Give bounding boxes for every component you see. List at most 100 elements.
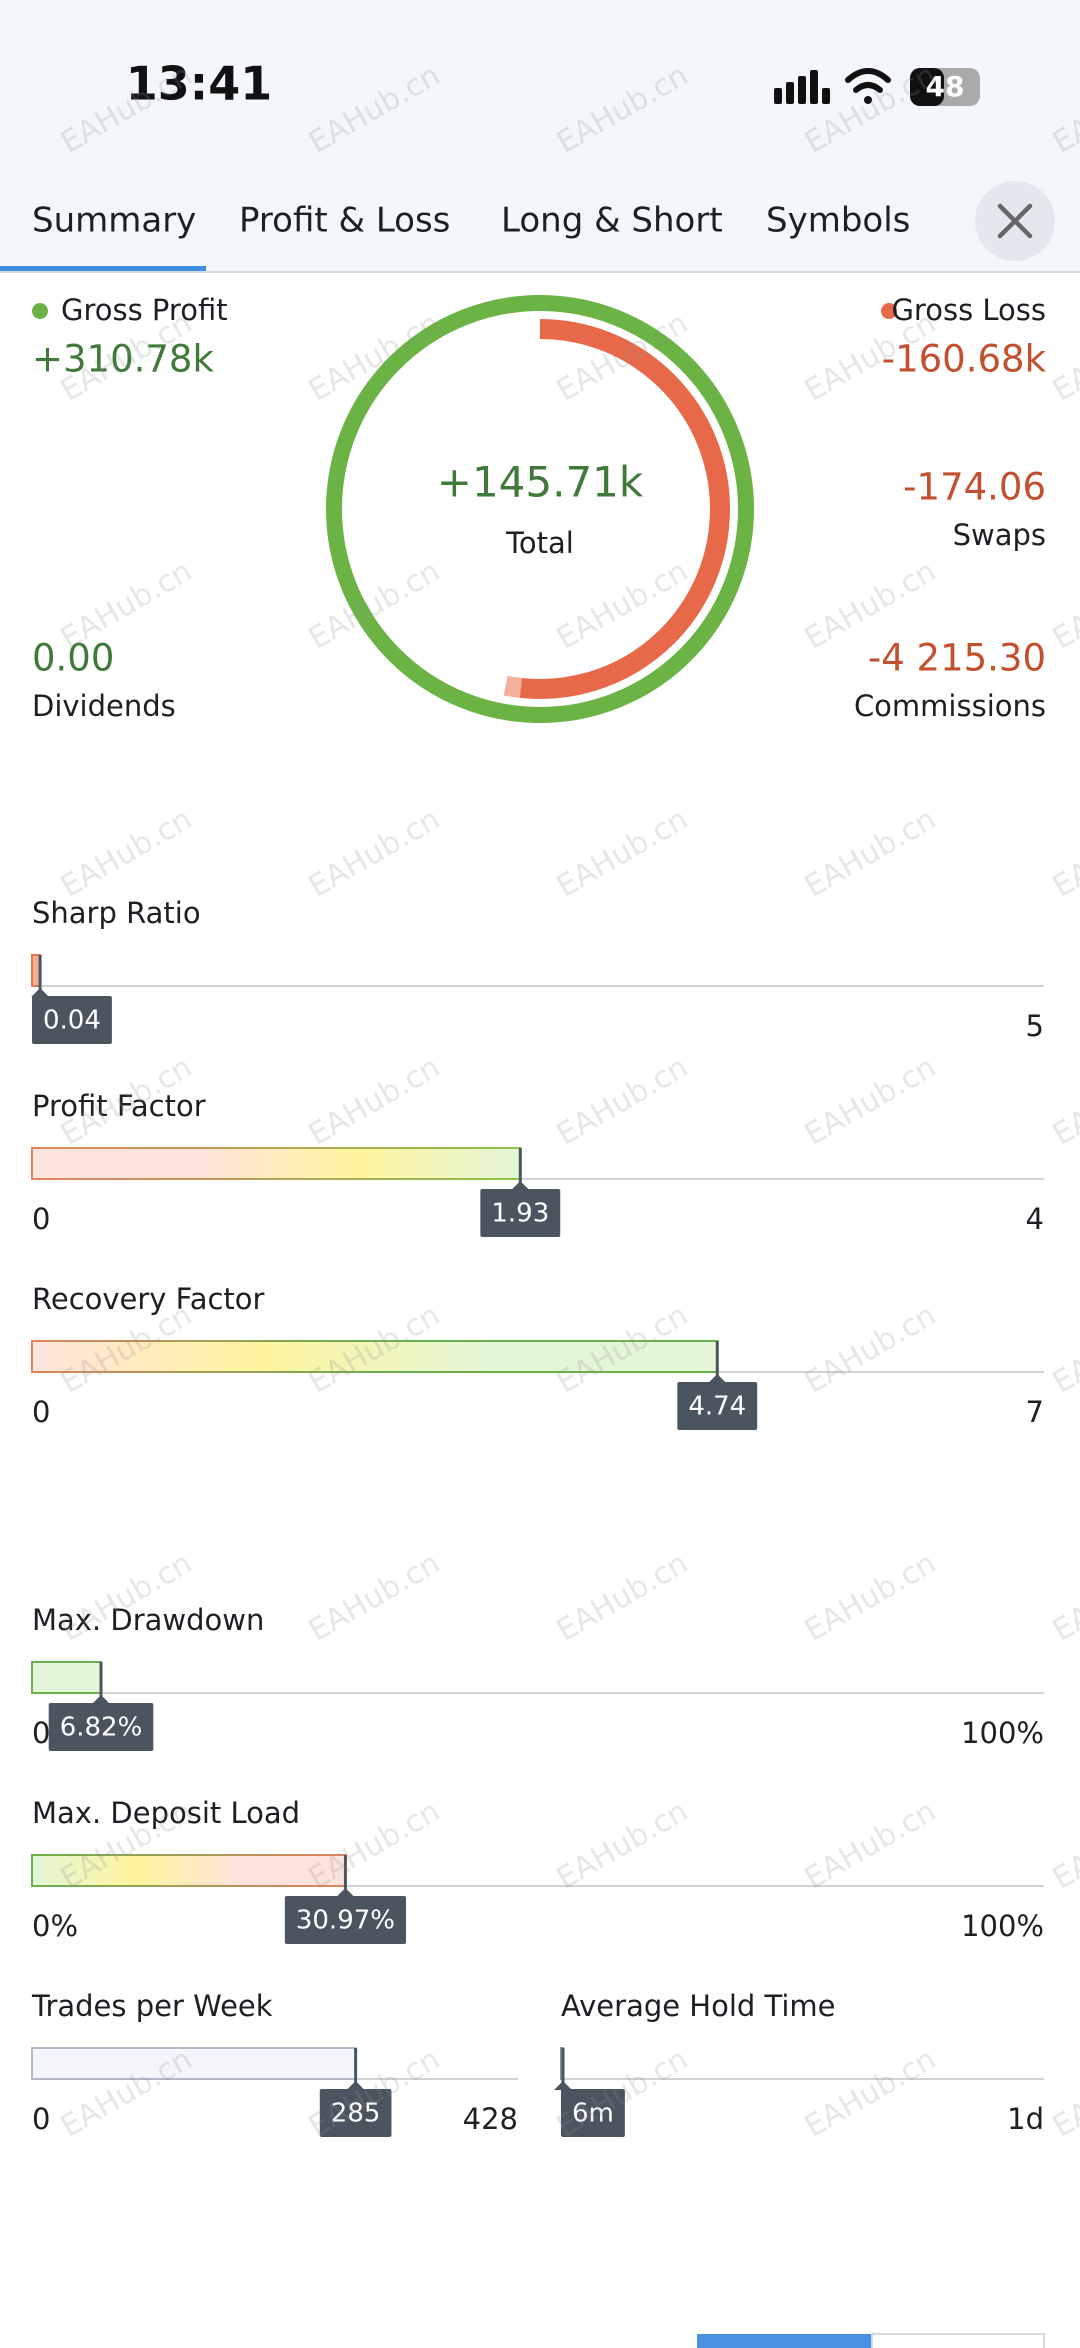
total-label: Total [505,526,574,560]
value-tag: 6.82% [48,1695,154,1751]
dividends-label: Dividends [32,689,176,723]
wifi-icon [845,68,891,104]
tab[interactable]: Symbols [766,201,910,241]
min-label: 0% [32,1909,78,1943]
legend-dot [32,303,48,319]
watermark: EAHub.cn [303,802,446,905]
tag-text: 6.82% [60,1713,143,1743]
commission-arc [503,675,522,698]
tag-pointer [554,2081,573,2090]
total-value: +145.71k [437,458,644,507]
close-button[interactable] [975,181,1055,261]
profit-ring [326,295,754,723]
max-label: 100% [961,1909,1044,1943]
signal-icon [774,70,830,104]
max-label: 428 [463,2102,518,2136]
footer-value: 357 551.51 [32,2345,244,2348]
battery-level [910,68,944,106]
tag-text: 30.97% [296,1906,395,1936]
swaps-value: -174.06 [903,466,1046,509]
metric-title: Sharp Ratio [32,896,201,930]
metric-title: Max. Deposit Load [32,1796,300,1830]
tag-pointer [511,1181,530,1190]
active-tab-underline [0,266,206,272]
value-tag: 4.74 [677,1374,758,1430]
commissions-label: Commissions [854,689,1046,723]
max-label: 7 [1026,1395,1044,1429]
max-label: 1d [1007,2102,1044,2136]
header-bg [0,0,1080,272]
dividends-value: 0.00 [32,637,114,680]
legend-label: Gross Loss [891,293,1046,327]
tag-text: 4.74 [688,1392,746,1422]
clock: 13:41 [126,57,272,111]
loss-arc [519,319,730,699]
value-tag: 285 [319,2081,392,2137]
metrics: Sharp Ratio 0 5 0.04 Profit Factor 0 4 1.93 Reco… [31,896,1044,2137]
summary: Gross Profit +310.78k Gross Loss -160.68… [32,293,1047,723]
watermark: EAHub.cn [551,1546,694,1649]
footer-value: 357 552.48 [300,2345,512,2348]
tag-box [677,1382,758,1430]
tag-pointer [92,1695,111,1704]
watermark: EAHub.cn [1047,1050,1080,1153]
tag-text: 6m [572,2099,614,2129]
max-label: 4 [1026,1202,1044,1236]
metric-bar [31,2047,357,2080]
watermark: EAHub.cn [55,554,198,657]
tab[interactable]: Long & Short [501,201,723,241]
watermark: EAHub.cn [1047,554,1080,657]
value-tag: 0.04 [31,988,112,1044]
tab[interactable]: Profit & Loss [239,201,450,241]
watermark: EAHub.cn [799,2042,942,2145]
swaps-label: Swaps [953,518,1046,552]
gross-loss-value: -160.68k [882,338,1047,381]
watermark: EAHub.cn [303,1794,446,1897]
legend-dot [881,303,897,319]
watermark: EAHub.cn [1047,1298,1080,1401]
metric-bar [31,1661,103,1694]
metric-bar [31,1147,522,1180]
tag-pointer [346,2081,365,2090]
watermark: EAHub.cn [799,802,942,905]
tab[interactable]: Summary [32,201,196,241]
watermark: EAHub.cn [551,1794,694,1897]
gross-profit-value: +310.78k [32,338,214,381]
min-label: 0 [32,2102,50,2136]
metric-bar [31,1854,347,1887]
value-tag: 6m [554,2081,625,2137]
watermark: EAHub.cn [303,1050,446,1153]
tag-box [284,1896,406,1944]
footer-bar [697,2334,872,2348]
legend-label: Gross Profit [61,293,228,327]
tag-text: 285 [331,2099,381,2129]
tag-text: 0.04 [43,1006,101,1036]
watermark: EAHub.cn [1047,306,1080,409]
tag-pointer [708,1374,727,1383]
watermark: EAHub.cn [799,1546,942,1649]
value-tag: 30.97% [284,1888,406,1944]
tag-text: 1.93 [491,1199,549,1229]
battery-text: 48 [926,70,965,103]
tag-box [32,996,112,1044]
min-label: 0 [32,1202,50,1236]
tag-box [48,1703,154,1751]
tag-box [319,2089,392,2137]
watermark: EAHub.cn [799,1050,942,1153]
watermark: EAHub.cn [551,802,694,905]
watermark: EAHub.cn [1047,2042,1080,2145]
watermark: EAHub.cn [1047,1546,1080,1649]
watermark: EAHub.cn [1047,1794,1080,1897]
metric-title: Profit Factor [32,1089,206,1123]
min-label: 0 [32,1395,50,1429]
tag-pointer [31,988,50,997]
watermark: EAHub.cn [551,1050,694,1153]
watermark: EAHub.cn [303,1546,446,1649]
metric-title: Trades per Week [31,1989,273,2023]
watermark: EAHub.cn [799,1794,942,1897]
value-tag: 1.93 [480,1181,561,1237]
tab-bar: Summary Profit & Loss Long & Short Symbols [32,201,910,241]
watermark: EAHub.cn [799,1298,942,1401]
